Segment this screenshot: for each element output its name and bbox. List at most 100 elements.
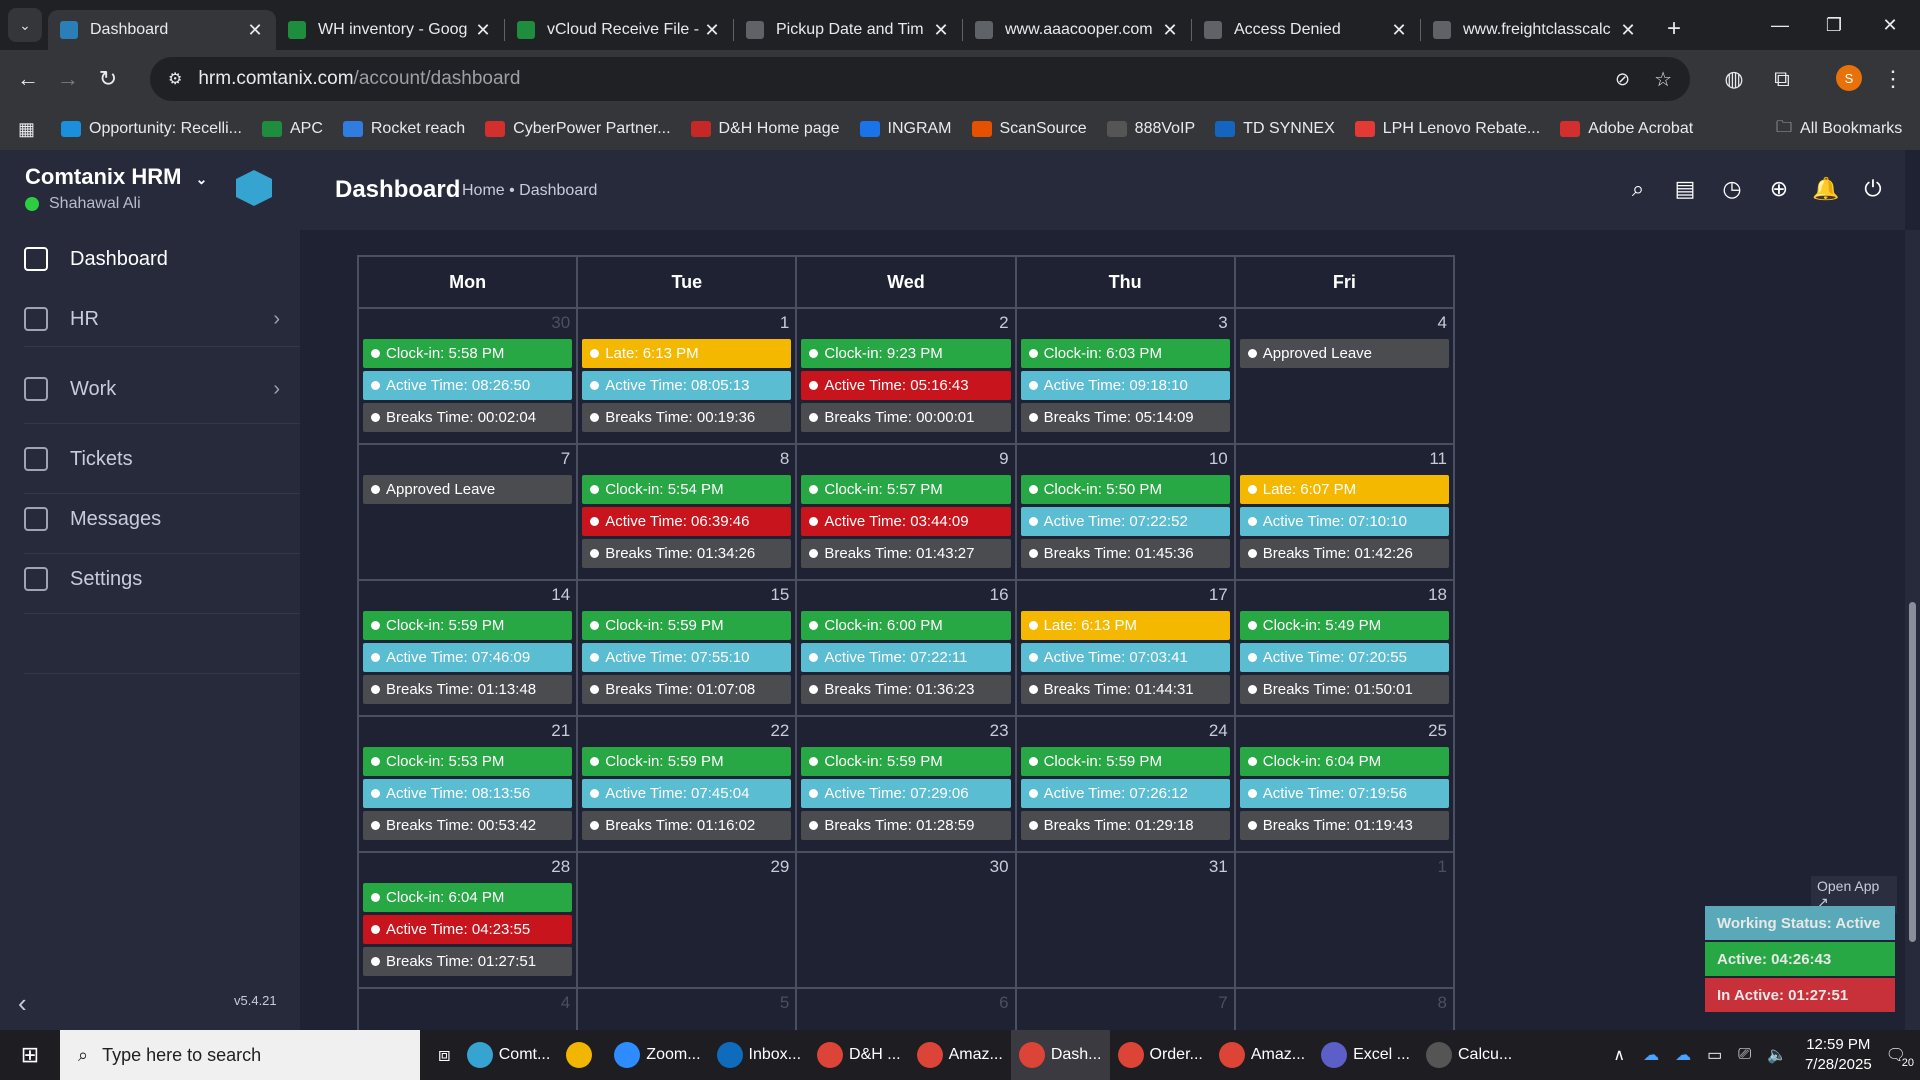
calendar-event[interactable]: Clock-in: 5:50 PM [1020,475,1230,504]
bookmark-item[interactable]: CyberPower Partner... [485,120,671,138]
calendar-day-cell[interactable]: 11 Late: 6:07 PM Active Time: 07:10:10 Brea… [1233,443,1455,581]
browser-tab[interactable]: Access Denied ✕ [1192,10,1420,50]
calendar-event[interactable]: Breaks Time: 05:14:09 [1020,403,1230,432]
tab-search-button[interactable]: ⌄ [8,8,42,42]
onedrive-icon[interactable]: ☁ [1643,1047,1660,1064]
bookmark-item[interactable]: Adobe Acrobat [1560,120,1693,138]
calendar-day-cell[interactable]: 23 Clock-in: 5:59 PM Active Time: 07:29:06… [795,715,1017,853]
address-bar[interactable]: ⚙ hrm.comtanix.com/account/dashboard ⊘ ☆ [150,57,1690,101]
calendar-day-cell[interactable]: 4 [357,987,579,1030]
new-tab-button[interactable]: + [1667,15,1682,42]
clock-icon[interactable]: ◷ [1722,176,1742,201]
calendar-day-cell[interactable]: 21 Clock-in: 5:53 PM Active Time: 08:13:56… [357,715,579,853]
taskbar-app[interactable]: Order... [1110,1030,1211,1080]
sidebar-item-settings[interactable]: Settings [0,550,300,608]
browser-tab[interactable]: www.freightclasscalc ✕ [1421,10,1649,50]
calendar-event[interactable]: Breaks Time: 01:43:27 [801,539,1011,568]
calendar-event[interactable]: Active Time: 04:23:55 [363,915,573,944]
add-icon[interactable]: ⊕ [1769,176,1789,201]
bookmark-item[interactable]: Rocket reach [342,120,465,138]
close-tab-icon[interactable]: ✕ [1391,19,1407,40]
calendar-day-cell[interactable]: 31 [1014,851,1236,989]
calendar-event[interactable]: Active Time: 03:44:09 [801,507,1011,536]
bookmark-item[interactable]: INGRAM [859,120,952,138]
collapse-sidebar-icon[interactable]: ‹ [18,988,27,1018]
calendar-day-cell[interactable]: 24 Clock-in: 5:59 PM Active Time: 07:26:12… [1014,715,1236,853]
taskbar-app[interactable]: Dash... [1010,1030,1110,1080]
minimize-button[interactable]: — [1771,14,1789,35]
browser-tab[interactable]: vCloud Receive File - ✕ [505,10,733,50]
calendar-event[interactable]: Active Time: 07:03:41 [1020,643,1230,672]
calendar-day-cell[interactable]: 30 Clock-in: 5:58 PM Active Time: 08:26:50… [357,307,579,445]
sidebar-item-work[interactable]: Work › [0,360,300,418]
calendar-event[interactable]: Breaks Time: 01:13:48 [363,675,573,704]
browser-menu-icon[interactable]: ⋮ [1882,66,1904,91]
taskbar-app[interactable]: Zoom... [606,1030,708,1080]
onedrive-business-icon[interactable]: ☁ [1675,1047,1692,1064]
calendar-day-cell[interactable]: 14 Clock-in: 5:59 PM Active Time: 07:46:09… [357,579,579,717]
browser-tab[interactable]: Dashboard ✕ [48,10,276,50]
calendar-event[interactable]: Active Time: 06:39:46 [582,507,792,536]
bookmark-item[interactable]: 888VoIP [1106,120,1195,138]
notes-icon[interactable]: ▤ [1674,176,1696,201]
calendar-event[interactable]: Breaks Time: 01:19:43 [1239,811,1449,840]
calendar-event[interactable]: Active Time: 05:16:43 [801,371,1011,400]
calendar-day-cell[interactable]: 8 [1233,987,1455,1030]
sidebar-item-hr[interactable]: HR › [0,290,300,348]
calendar-event[interactable]: Active Time: 07:20:55 [1239,643,1449,672]
calendar-event[interactable]: Late: 6:07 PM [1239,475,1449,504]
calendar-event[interactable]: Active Time: 08:13:56 [363,779,573,808]
all-bookmarks[interactable]: 🗀 All Bookmarks [1776,116,1902,143]
close-tab-icon[interactable]: ✕ [1162,19,1178,40]
taskbar-app[interactable]: D&H ... [809,1030,909,1080]
calendar-event[interactable]: Breaks Time: 01:28:59 [801,811,1011,840]
calendar-event[interactable]: Breaks Time: 01:45:36 [1020,539,1230,568]
calendar-day-cell[interactable]: 7 [1014,987,1236,1030]
taskbar-app[interactable]: Comt... [459,1030,559,1080]
brand-name[interactable]: Comtanix HRM ⌄ [25,164,207,190]
bookmark-star-icon[interactable]: ☆ [1654,68,1672,91]
taskbar-app[interactable]: Excel ... [1313,1030,1418,1080]
calendar-event[interactable]: Breaks Time: 00:02:04 [363,403,573,432]
calendar-event[interactable]: Clock-in: 5:49 PM [1239,611,1449,640]
taskbar-app[interactable]: Calcu... [1418,1030,1520,1080]
calendar-event[interactable]: Active Time: 09:18:10 [1020,371,1230,400]
calendar-event[interactable]: Clock-in: 5:59 PM [1020,747,1230,776]
calendar-event[interactable]: Active Time: 07:26:12 [1020,779,1230,808]
calendar-event[interactable]: Active Time: 07:55:10 [582,643,792,672]
close-tab-icon[interactable]: ✕ [933,19,949,40]
bookmark-item[interactable]: D&H Home page [690,120,840,138]
bookmark-item[interactable]: LPH Lenovo Rebate... [1354,120,1540,138]
windows-start-icon[interactable]: ⊞ [20,1042,40,1067]
battery-icon[interactable]: ▭ [1707,1047,1723,1064]
eye-off-icon[interactable]: ⊘ [1614,68,1631,89]
scrollbar-thumb[interactable] [1909,602,1916,942]
calendar-day-cell[interactable]: 1 Late: 6:13 PM Active Time: 08:05:13 Break… [576,307,798,445]
apps-grid-icon[interactable]: ▦ [18,118,36,139]
calendar-day-cell[interactable]: 29 [576,851,798,989]
taskbar-search[interactable]: ⌕ Type here to search [60,1030,420,1080]
search-icon[interactable]: ⌕ [1631,176,1645,201]
calendar-event[interactable]: Active Time: 07:29:06 [801,779,1011,808]
forward-button[interactable]: → [57,66,79,91]
calendar-event[interactable]: Clock-in: 6:04 PM [363,883,573,912]
sidebar-item-tickets[interactable]: Tickets [0,430,300,488]
extensions-icon[interactable]: ⧉ [1774,66,1790,91]
calendar-day-cell[interactable]: 18 Clock-in: 5:49 PM Active Time: 07:20:55… [1233,579,1455,717]
restore-button[interactable]: ❐ [1825,14,1843,35]
calendar-event[interactable]: Breaks Time: 01:36:23 [801,675,1011,704]
back-button[interactable]: ← [17,66,39,91]
calendar-day-cell[interactable]: 6 [795,987,1017,1030]
sidebar-item-messages[interactable]: Messages [0,490,300,548]
calendar-event[interactable]: Clock-in: 6:00 PM [801,611,1011,640]
calendar-event[interactable]: Breaks Time: 01:07:08 [582,675,792,704]
translate-icon[interactable]: ◍ [1724,66,1744,91]
taskbar-app[interactable]: Amaz... [909,1030,1011,1080]
calendar-event[interactable]: Breaks Time: 01:27:51 [363,947,573,976]
calendar-event[interactable]: Clock-in: 9:23 PM [801,339,1011,368]
calendar-event[interactable]: Clock-in: 5:59 PM [582,611,792,640]
notification-center-icon[interactable]: 🗨 20 [1885,1047,1914,1069]
calendar-day-cell[interactable]: 28 Clock-in: 6:04 PM Active Time: 04:23:55… [357,851,579,989]
calendar-day-cell[interactable]: 2 Clock-in: 9:23 PM Active Time: 05:16:43 B… [795,307,1017,445]
chevron-up-icon[interactable]: ∧ [1613,1047,1626,1064]
